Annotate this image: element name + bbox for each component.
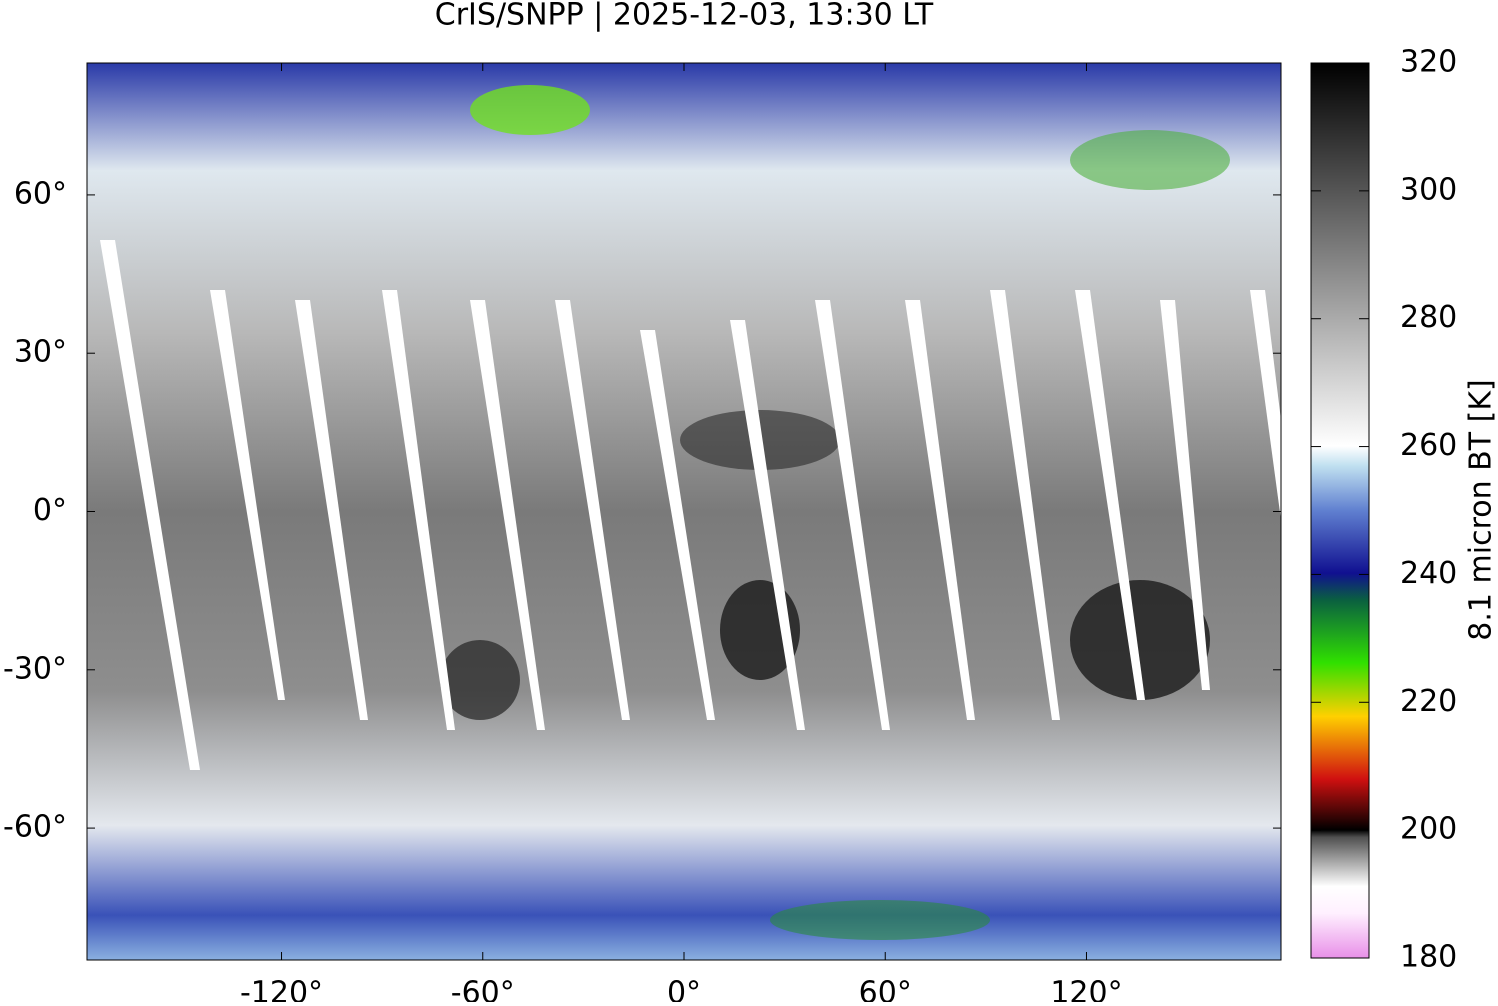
y-tick-label: 30° xyxy=(14,335,67,370)
y-tick-label: 60° xyxy=(14,176,67,211)
colorbar-tick-label: 280 xyxy=(1400,300,1457,335)
x-tick-label: -120° xyxy=(240,976,323,1003)
map-imagery xyxy=(87,63,1281,960)
x-tick-label: 0° xyxy=(667,976,701,1003)
y-tick-label: -60° xyxy=(3,810,67,845)
colorbar-tick-label: 260 xyxy=(1400,428,1457,463)
colorbar-tick-label: 300 xyxy=(1400,172,1457,207)
colorbar-tick-label: 180 xyxy=(1400,940,1457,975)
y-tick-label: -30° xyxy=(3,651,67,686)
colorbar-label: 8.1 micron BT [K] xyxy=(1464,379,1498,640)
x-tick-label: -60° xyxy=(451,976,515,1003)
colorbar-tick-label: 220 xyxy=(1400,684,1457,719)
colorbar-tick-label: 200 xyxy=(1400,812,1457,847)
colorbar-tick-label: 320 xyxy=(1400,45,1457,80)
colorbar xyxy=(1311,63,1369,958)
colorbar-tick-label: 240 xyxy=(1400,556,1457,591)
x-tick-label: 60° xyxy=(859,976,912,1003)
y-tick-label: 0° xyxy=(33,493,67,528)
x-tick-label: 120° xyxy=(1050,976,1122,1003)
chart-title: CrIS/SNPP | 2025-12-03, 13:30 LT xyxy=(435,0,934,33)
